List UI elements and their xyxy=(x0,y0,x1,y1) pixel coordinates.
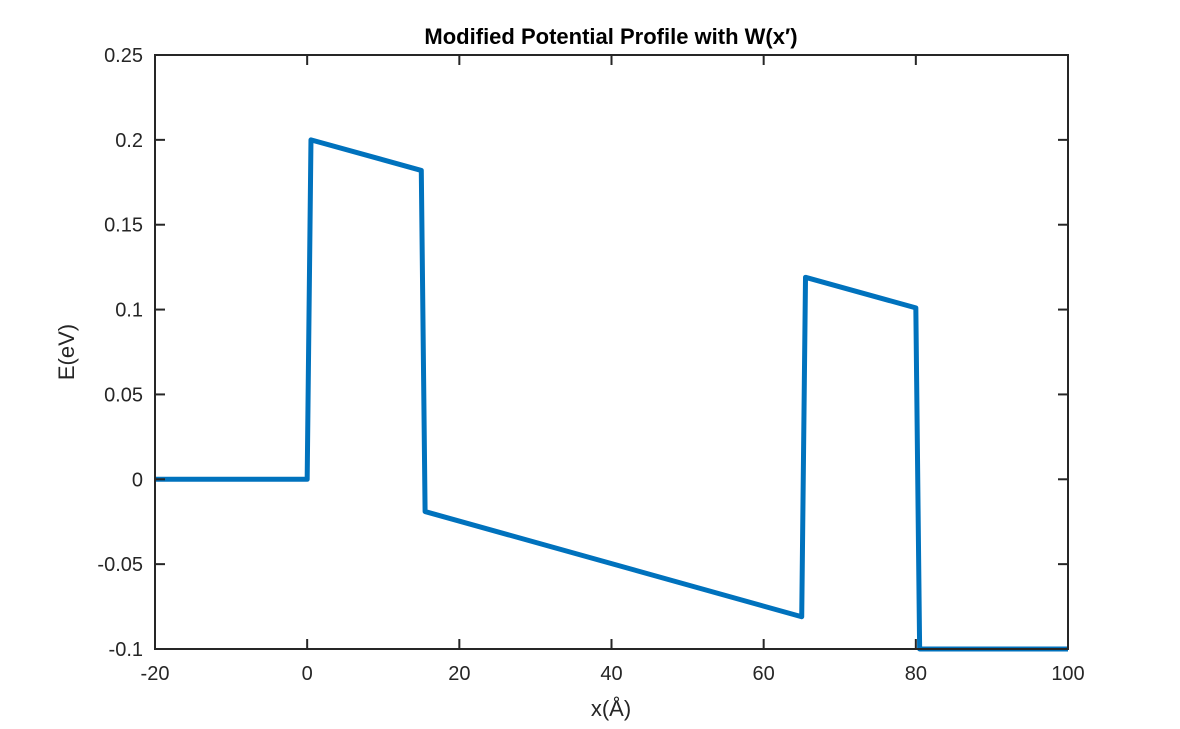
y-tick-label: 0.2 xyxy=(115,130,143,152)
series-layer xyxy=(155,137,1068,652)
y-tick-label: 0 xyxy=(132,469,143,491)
x-tick-label: 80 xyxy=(905,663,927,685)
chart-title: Modified Potential Profile with W(x′) xyxy=(424,24,797,49)
x-axis-label: x(Å) xyxy=(591,696,631,721)
y-tick-label: -0.1 xyxy=(109,639,143,661)
x-tick-label: 0 xyxy=(302,663,313,685)
x-tick-label: 100 xyxy=(1051,663,1084,685)
plot-frame xyxy=(154,54,1069,650)
y-tick-label: -0.05 xyxy=(97,554,143,576)
potential-profile-line xyxy=(155,137,1068,652)
x-tick-label: 40 xyxy=(600,663,622,685)
y-tick-label: 0.15 xyxy=(104,215,143,237)
ticks-layer: -20 0 20 40 60 80 100 -0.1 -0.05 0 0.05 0.1 0.15 0.2 0… xyxy=(97,45,1084,685)
y-tick-label: 0.1 xyxy=(115,300,143,322)
y-tick-label: 0.25 xyxy=(104,45,143,67)
x-tick-label: 20 xyxy=(448,663,470,685)
x-tick-label: -20 xyxy=(141,663,170,685)
y-axis-label: E(eV) xyxy=(54,324,79,380)
plot-area xyxy=(155,55,1068,649)
x-tick-label: 60 xyxy=(753,663,775,685)
y-tick-label: 0.05 xyxy=(104,384,143,406)
